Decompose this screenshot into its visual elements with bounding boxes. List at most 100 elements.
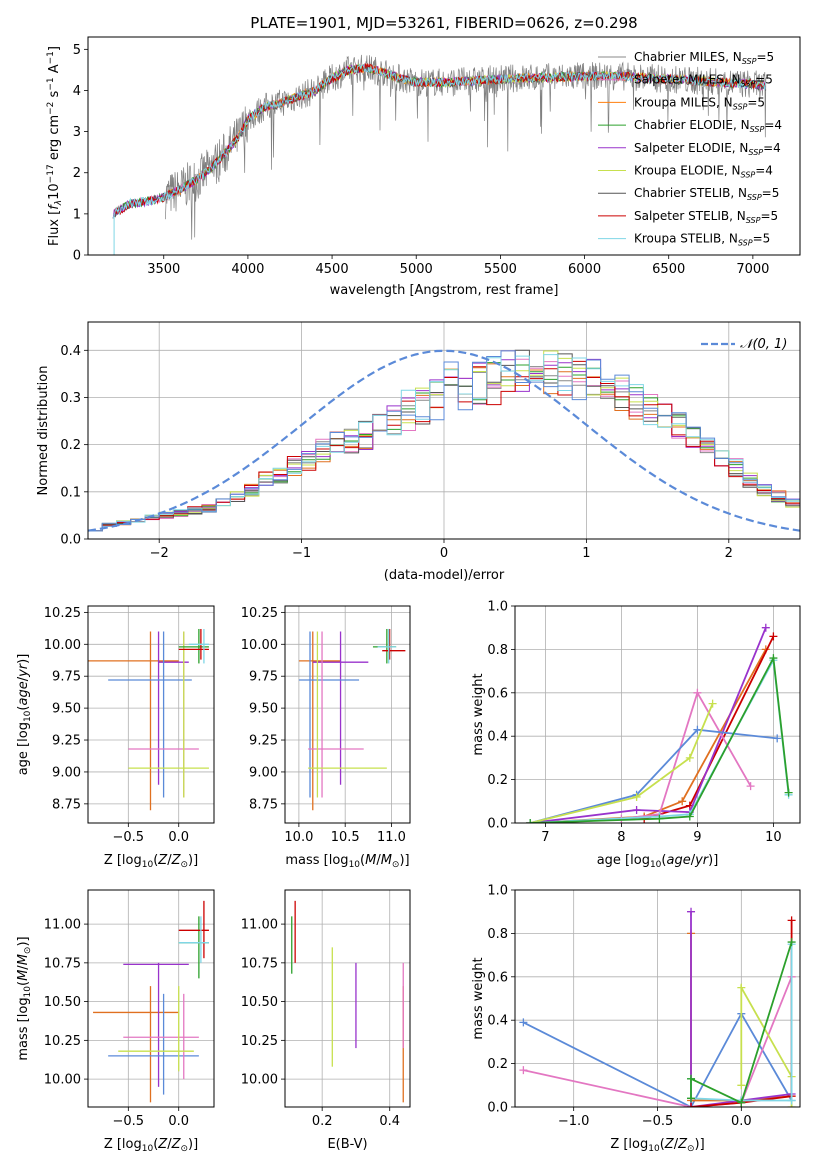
legend-entry: Kroupa STELIB, NSSP=5 bbox=[634, 232, 770, 248]
x-tick-label: 10 bbox=[765, 830, 782, 845]
x-axis-label: mass [log10(M/M⊙)] bbox=[285, 853, 409, 870]
histogram-step bbox=[88, 350, 800, 532]
age_vs_mass-panel: 10.0 10.5 11.0 8.75 9.00 9.25 9.50 9.75 10.00 10.… bbox=[241, 605, 411, 870]
observed-spectrum bbox=[165, 54, 767, 240]
y-tick-label: 1 bbox=[73, 207, 81, 222]
series-line bbox=[690, 911, 792, 1107]
x-axis-label: Z [log10(Z/Z⊙)] bbox=[104, 1137, 198, 1154]
data-point bbox=[632, 805, 641, 814]
y-axis-label: mass weight bbox=[471, 673, 486, 755]
x-tick-label: −0.5 bbox=[642, 1114, 674, 1129]
data-point bbox=[737, 1098, 746, 1107]
y-axis-label: Flux [fλ10−17 erg cm−2 s−1 A−1] bbox=[46, 46, 64, 246]
y-tick-label: 10.00 bbox=[241, 638, 278, 653]
y-tick-label: 0.8 bbox=[487, 643, 508, 658]
y-tick-label: 9.00 bbox=[249, 765, 278, 780]
x-tick-label: 9 bbox=[693, 830, 701, 845]
weight_vs_age-panel: 7 8 9 10 0.0 0.2 0.4 0.6 0.8 1.0 age [log10(age/yr… bbox=[471, 600, 801, 870]
legend-entry: Kroupa MILES, NSSP=5 bbox=[634, 95, 765, 111]
y-tick-label: 9.50 bbox=[52, 702, 81, 717]
y-tick-label: 10.25 bbox=[241, 1034, 278, 1049]
y-tick-label: 0.4 bbox=[60, 344, 81, 359]
mass_vs_EBV-panel: 0.2 0.4 10.00 10.25 10.50 10.75 11.00 E(B-V) bbox=[241, 889, 411, 1152]
y-tick-label: 10.00 bbox=[44, 1073, 81, 1088]
y-tick-label: 5 bbox=[73, 43, 81, 58]
y-tick-label: 11.00 bbox=[241, 918, 278, 933]
y-tick-label: 0.2 bbox=[487, 773, 508, 788]
data-point bbox=[737, 983, 746, 992]
y-tick-label: 10.00 bbox=[44, 638, 81, 653]
y-tick-label: 10.00 bbox=[241, 1073, 278, 1088]
y-tick-label: 0.0 bbox=[60, 533, 81, 548]
y-tick-label: 0.4 bbox=[487, 730, 508, 745]
axes-frame bbox=[284, 889, 411, 1108]
legend-entry: Salpeter ELODIE, NSSP=4 bbox=[634, 141, 781, 157]
axes-frame bbox=[87, 36, 801, 256]
y-tick-label: 0.1 bbox=[60, 485, 81, 500]
data-point bbox=[787, 1096, 796, 1105]
x-axis-label: (data-model)/error bbox=[384, 568, 505, 583]
x-tick-label: 2 bbox=[725, 546, 733, 561]
weight_vs_age-plot-area bbox=[526, 623, 793, 823]
y-tick-label: 3 bbox=[73, 125, 81, 140]
data-point bbox=[787, 938, 796, 947]
x-axis-label: age [log10(age/yr)] bbox=[597, 853, 719, 870]
y-axis-label: mass weight bbox=[471, 957, 486, 1039]
x-tick-label: 4500 bbox=[316, 262, 349, 277]
y-tick-label: 0.0 bbox=[487, 817, 508, 832]
spectrum-plot-area bbox=[112, 54, 767, 255]
data-point bbox=[761, 623, 770, 632]
weight_vs_Z-panel: −1.0 −0.5 0.0 0.0 0.2 0.4 0.6 0.8 1.0 Z [log10(Z/… bbox=[471, 884, 801, 1154]
x-tick-label: −0.5 bbox=[113, 1114, 145, 1129]
y-tick-label: 0.2 bbox=[487, 1057, 508, 1072]
y-axis-label: Normed distribution bbox=[36, 366, 51, 496]
data-point bbox=[693, 725, 702, 734]
y-tick-label: 1.0 bbox=[487, 600, 508, 615]
data-point bbox=[655, 814, 664, 823]
age_vs_mass-plot-area bbox=[298, 628, 406, 811]
weight_vs_Z-plot-area bbox=[519, 907, 796, 1107]
x-tick-label: 0.2 bbox=[312, 1114, 333, 1129]
x-axis-label: Z [log10(Z/Z⊙)] bbox=[104, 853, 198, 870]
x-tick-label: 11.0 bbox=[377, 830, 406, 845]
data-point bbox=[784, 788, 793, 797]
axes-frame bbox=[284, 605, 411, 824]
age_vs_Z-panel: −0.5 0.0 8.75 9.00 9.25 9.50 9.75 10.00 10.25 Z [… bbox=[16, 605, 215, 870]
x-tick-label: 6500 bbox=[652, 262, 685, 277]
y-tick-label: 10.75 bbox=[241, 956, 278, 971]
y-tick-label: 9.25 bbox=[52, 734, 81, 749]
y-tick-label: 9.00 bbox=[52, 765, 81, 780]
y-tick-label: 10.25 bbox=[241, 606, 278, 621]
data-point bbox=[687, 1074, 696, 1083]
mass_vs_EBV-plot-area bbox=[291, 900, 404, 1103]
data-point bbox=[526, 819, 535, 823]
y-tick-label: 9.25 bbox=[249, 734, 278, 749]
y-tick-label: 11.00 bbox=[44, 918, 81, 933]
axes-frame bbox=[87, 605, 215, 824]
data-point bbox=[693, 688, 702, 697]
x-tick-label: 4000 bbox=[231, 262, 264, 277]
series-line bbox=[522, 1011, 793, 1107]
data-point bbox=[769, 632, 778, 641]
y-tick-label: 0.6 bbox=[487, 686, 508, 701]
data-point bbox=[769, 654, 778, 663]
x-tick-label: 10.5 bbox=[331, 830, 360, 845]
data-point bbox=[687, 1094, 696, 1103]
mass_vs_Z-plot-area bbox=[93, 900, 209, 1103]
x-tick-label: 5000 bbox=[400, 262, 433, 277]
mass_vs_Z-panel: −0.5 0.0 10.00 10.25 10.50 10.75 11.00 Z [log10… bbox=[16, 889, 215, 1154]
x-tick-label: 8 bbox=[617, 830, 625, 845]
x-tick-label: 0.4 bbox=[379, 1114, 400, 1129]
y-tick-label: 9.50 bbox=[249, 702, 278, 717]
y-tick-label: 9.75 bbox=[249, 670, 278, 685]
panels: 3500 4000 4500 5000 5500 6000 6500 7000 0 1 2 3 4 5 Ch… bbox=[16, 36, 801, 1154]
data-point bbox=[687, 1103, 696, 1107]
x-axis-label: E(B-V) bbox=[327, 1137, 367, 1152]
x-tick-label: −1.0 bbox=[558, 1114, 590, 1129]
x-axis-label: wavelength [Angstrom, rest frame] bbox=[330, 283, 559, 298]
x-tick-label: 7 bbox=[541, 830, 549, 845]
y-tick-label: 2 bbox=[73, 166, 81, 181]
y-tick-label: 1.0 bbox=[487, 884, 508, 899]
data-point bbox=[746, 782, 755, 791]
